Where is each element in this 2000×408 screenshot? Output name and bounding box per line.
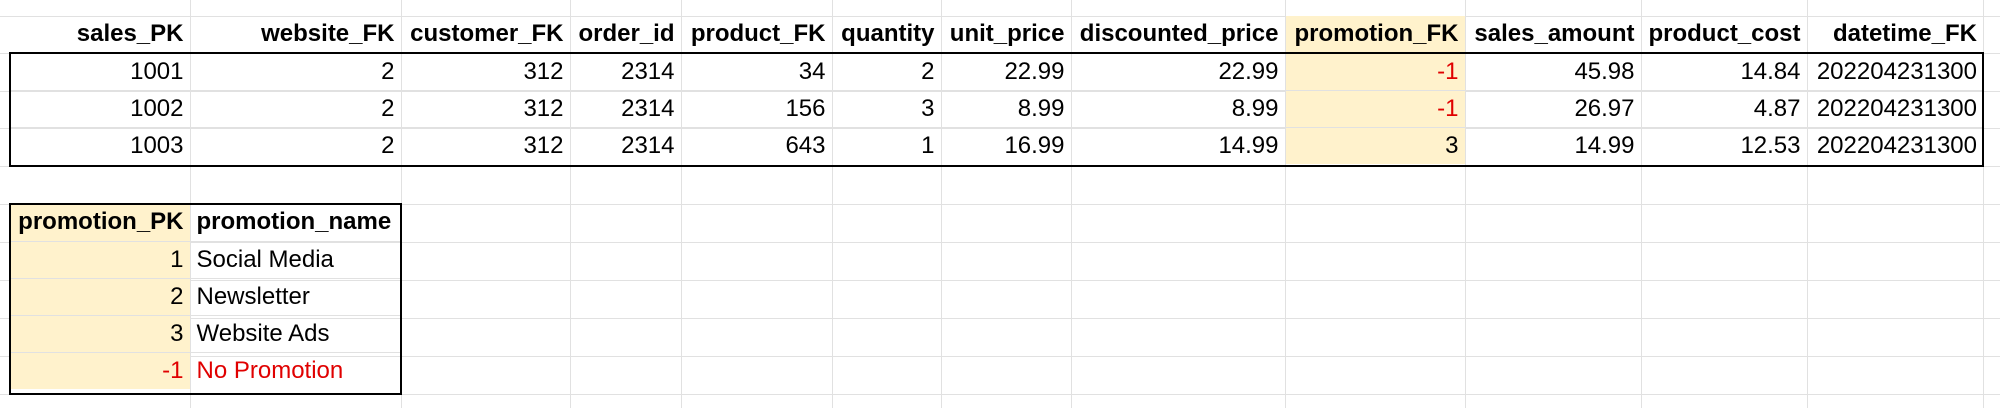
- header-cell[interactable]: order_id: [569, 16, 681, 53]
- cell[interactable]: 2314: [569, 89, 681, 127]
- cell[interactable]: -1: [1284, 52, 1465, 90]
- header-cell[interactable]: sales_PK: [76, 20, 184, 47]
- cell[interactable]: 12.53: [1640, 126, 1807, 164]
- cell[interactable]: 2: [831, 52, 941, 90]
- cell[interactable]: 1: [831, 126, 941, 164]
- cell[interactable]: 2314: [569, 52, 681, 90]
- cell[interactable]: 1: [10, 240, 190, 278]
- cell[interactable]: 2314: [569, 126, 681, 164]
- cell[interactable]: 34: [680, 52, 832, 90]
- table-row: -1 No Promotion: [10, 351, 401, 389]
- cell[interactable]: 2: [10, 277, 190, 315]
- gridline: [0, 166, 2000, 167]
- promotion-header-row: promotion_PK promotion_name: [10, 204, 401, 241]
- header-cell[interactable]: product_cost: [1640, 16, 1807, 53]
- cell[interactable]: 2: [189, 52, 401, 90]
- table-row: 3 Website Ads: [10, 314, 401, 352]
- cell[interactable]: 8.99: [940, 89, 1071, 127]
- header-cell[interactable]: unit_price: [940, 16, 1071, 53]
- cell[interactable]: 14.84: [1640, 52, 1807, 90]
- cell[interactable]: 16.99: [940, 126, 1071, 164]
- table-row: 2 Newsletter: [10, 277, 401, 315]
- header-cell[interactable]: promotion_PK: [10, 204, 190, 241]
- gridline: [0, 204, 2000, 205]
- header-cell[interactable]: promotion_FK: [1284, 16, 1465, 53]
- header-cell[interactable]: quantity: [831, 16, 941, 53]
- cell[interactable]: 22.99: [940, 52, 1071, 90]
- cell[interactable]: 8.99: [1070, 89, 1285, 127]
- cell[interactable]: 3: [1284, 126, 1465, 164]
- header-cell[interactable]: sales_amount: [1464, 16, 1641, 53]
- cell[interactable]: 156: [680, 89, 832, 127]
- gridline: [0, 280, 2000, 281]
- header-cell[interactable]: website_FK: [189, 16, 401, 53]
- cell[interactable]: 1003: [10, 126, 190, 164]
- gridline: [0, 318, 2000, 319]
- cell[interactable]: 14.99: [1070, 126, 1285, 164]
- cell[interactable]: 202204231300: [1806, 52, 1983, 90]
- cell[interactable]: Newsletter: [189, 277, 401, 315]
- cell[interactable]: 312: [400, 126, 570, 164]
- table-row: 1002 2 312 2314 156 3 8.99 8.99 -1 26.97…: [10, 89, 1983, 127]
- promotion-table: promotion_PK promotion_name 1 Social Med…: [10, 204, 401, 389]
- cell[interactable]: 312: [400, 89, 570, 127]
- gridline: [0, 356, 2000, 357]
- cell[interactable]: 14.99: [1464, 126, 1641, 164]
- cell[interactable]: 4.87: [1640, 89, 1807, 127]
- cell[interactable]: 2: [189, 126, 401, 164]
- cell[interactable]: -1: [1284, 89, 1465, 127]
- gridline: [0, 242, 2000, 243]
- header-cell[interactable]: promotion_name: [189, 204, 401, 241]
- cell[interactable]: 3: [10, 314, 190, 352]
- cell[interactable]: 643: [680, 126, 832, 164]
- cell[interactable]: No Promotion: [189, 351, 401, 389]
- sales-table: sales_PK website_FK customer_FK order_id…: [10, 16, 1983, 164]
- header-cell[interactable]: product_FK: [680, 16, 832, 53]
- cell[interactable]: 1001: [10, 52, 190, 90]
- header-cell[interactable]: discounted_price: [1070, 16, 1285, 53]
- gridline: [0, 394, 2000, 395]
- cell[interactable]: 45.98: [1464, 52, 1641, 90]
- cell[interactable]: 26.97: [1464, 89, 1641, 127]
- cell[interactable]: 2: [189, 89, 401, 127]
- cell[interactable]: Social Media: [189, 240, 401, 278]
- header-cell[interactable]: datetime_FK: [1806, 16, 1983, 53]
- header-cell[interactable]: customer_FK: [400, 16, 570, 53]
- cell[interactable]: Website Ads: [189, 314, 401, 352]
- table-row: 1003 2 312 2314 643 1 16.99 14.99 3 14.9…: [10, 126, 1983, 164]
- cell[interactable]: 312: [400, 52, 570, 90]
- cell[interactable]: -1: [10, 351, 190, 389]
- cell[interactable]: 22.99: [1070, 52, 1285, 90]
- cell[interactable]: 1002: [10, 89, 190, 127]
- cell[interactable]: 3: [831, 89, 941, 127]
- table-row: 1 Social Media: [10, 240, 401, 278]
- table-row: 1001 2 312 2314 34 2 22.99 22.99 -1 45.9…: [10, 52, 1983, 90]
- cell[interactable]: 202204231300: [1806, 126, 1983, 164]
- cell[interactable]: 202204231300: [1806, 89, 1983, 127]
- sales-header-row: sales_PK website_FK customer_FK order_id…: [10, 16, 1983, 53]
